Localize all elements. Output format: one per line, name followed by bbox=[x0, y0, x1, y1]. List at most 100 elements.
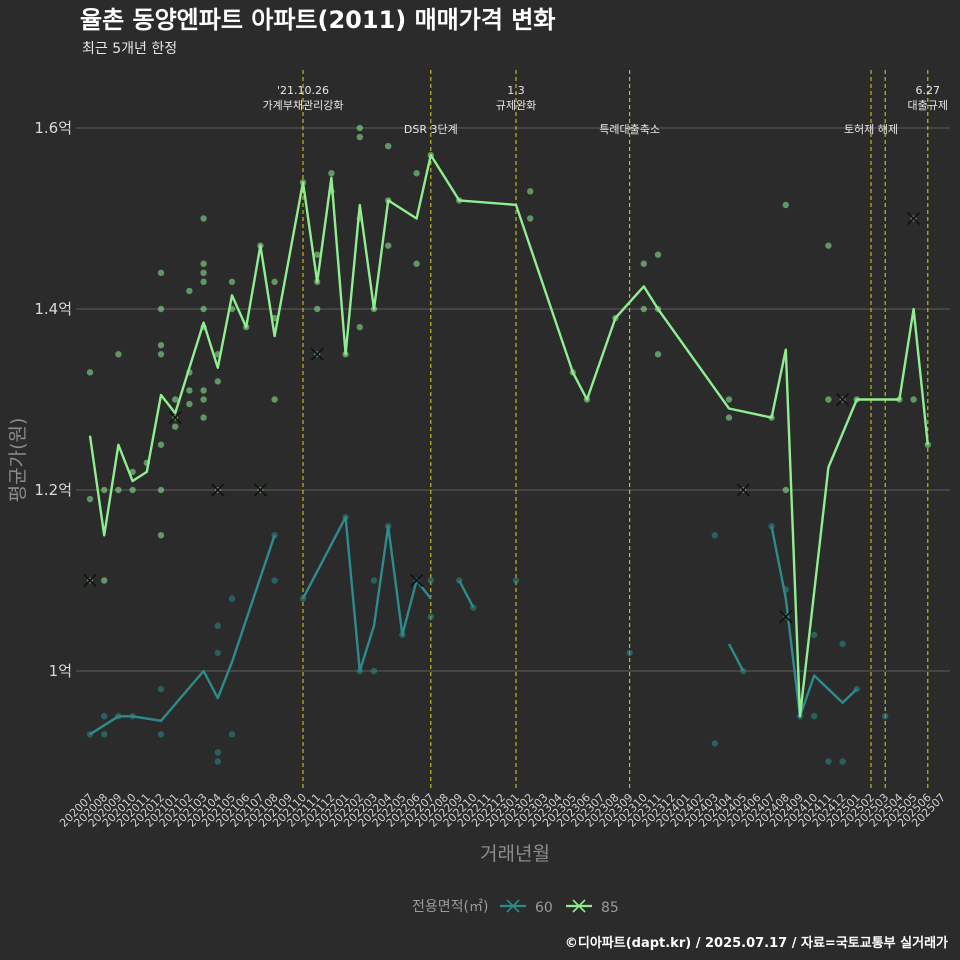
point-60-5 bbox=[157, 685, 165, 693]
point-85-72 bbox=[782, 201, 789, 209]
point-60-37 bbox=[839, 640, 846, 648]
point-60-38 bbox=[839, 758, 846, 765]
point-85-5 bbox=[115, 486, 122, 494]
point-85-18 bbox=[186, 287, 193, 295]
point-60-22 bbox=[427, 577, 434, 584]
point-60-35 bbox=[811, 713, 818, 720]
point-60-1 bbox=[101, 713, 108, 720]
cancel-mark-stroke-b bbox=[211, 483, 225, 497]
point-85-69 bbox=[725, 396, 733, 403]
point-85-11 bbox=[157, 342, 165, 349]
point-85-60 bbox=[527, 215, 534, 222]
legend-x-b-85 bbox=[572, 899, 586, 913]
cancel-mark-stroke-b bbox=[310, 347, 324, 361]
cancel-mark-stroke-b bbox=[907, 211, 921, 226]
point-85-30 bbox=[200, 414, 207, 421]
point-60-40 bbox=[882, 713, 889, 720]
cancel-mark-85-5 bbox=[736, 483, 750, 497]
point-60-27 bbox=[626, 649, 633, 657]
point-85-25 bbox=[200, 278, 207, 286]
cancel-mark-60-0 bbox=[410, 573, 424, 588]
source-caption: ©디아파트(dapt.kr) / 2025.07.17 / 자료=국토교통부 실… bbox=[565, 935, 948, 951]
gridlines bbox=[76, 127, 950, 672]
point-85-54 bbox=[385, 242, 392, 249]
point-85-59 bbox=[527, 188, 534, 195]
point-60-18 bbox=[370, 577, 378, 584]
cancel-mark-stroke-b bbox=[410, 573, 424, 588]
point-85-13 bbox=[157, 441, 165, 448]
point-85-24 bbox=[200, 269, 207, 276]
point-85-0 bbox=[86, 369, 94, 376]
point-85-75 bbox=[825, 396, 832, 403]
event-label-1: DSR 3단계 bbox=[404, 123, 458, 136]
point-60-34 bbox=[811, 631, 818, 638]
point-85-9 bbox=[157, 269, 165, 276]
series-line-60-3 bbox=[727, 643, 745, 672]
point-85-29 bbox=[200, 396, 207, 403]
point-60-8 bbox=[214, 649, 221, 657]
y-tick-label-3: 1.6억 bbox=[34, 119, 72, 137]
cancel-mark-stroke-b bbox=[83, 573, 97, 588]
point-60-11 bbox=[228, 595, 236, 602]
cancel-mark-60-1 bbox=[779, 610, 793, 624]
cancel-mark-85-1 bbox=[168, 411, 182, 425]
cancel-mark-85-4 bbox=[310, 347, 324, 361]
point-85-32 bbox=[214, 378, 221, 385]
cancel-mark-85-2 bbox=[211, 483, 225, 497]
event-label-3: 특례대출축소 bbox=[599, 123, 660, 136]
point-85-26 bbox=[200, 305, 207, 313]
point-85-21 bbox=[186, 400, 193, 408]
cancel-mark-85-6 bbox=[836, 392, 850, 407]
point-85-37 bbox=[271, 278, 278, 286]
point-60-10 bbox=[214, 758, 221, 765]
point-85-6 bbox=[129, 486, 136, 494]
y-axis-ticks: 1억 1.2억 1.4억 1.6억 bbox=[34, 119, 72, 680]
event-label-4: 토허제 해제 bbox=[844, 122, 898, 136]
point-60-19 bbox=[370, 667, 378, 675]
chart-title: 율촌 동양엔파트 아파트(2011) 매매가격 변화 bbox=[80, 6, 555, 34]
point-85-66 bbox=[654, 251, 662, 258]
cancel-mark-85-7 bbox=[907, 211, 921, 226]
point-85-23 bbox=[200, 260, 207, 267]
point-60-23 bbox=[427, 613, 434, 620]
point-85-44 bbox=[328, 170, 335, 177]
point-85-78 bbox=[910, 396, 917, 403]
point-60-7 bbox=[214, 622, 221, 629]
point-85-4 bbox=[115, 351, 122, 358]
point-85-64 bbox=[640, 260, 647, 267]
legend-label-85: 85 bbox=[601, 900, 619, 916]
point-85-39 bbox=[271, 396, 278, 403]
legend-title: 전용면적(㎡) bbox=[412, 899, 488, 915]
series-line-85-0 bbox=[88, 153, 929, 718]
point-60-29 bbox=[711, 740, 718, 747]
point-85-1 bbox=[86, 495, 94, 503]
event-label-6: 6.27 대출규제 bbox=[908, 84, 948, 112]
point-85-28 bbox=[200, 387, 207, 394]
point-85-3 bbox=[101, 577, 108, 584]
point-60-2 bbox=[101, 731, 108, 738]
point-60-36 bbox=[825, 758, 832, 765]
series-line-60-1 bbox=[301, 516, 432, 673]
y-tick-label-2: 1.4억 bbox=[34, 300, 72, 318]
point-60-14 bbox=[271, 577, 278, 584]
point-85-22 bbox=[200, 215, 207, 222]
point-85-50 bbox=[356, 323, 363, 331]
point-85-12 bbox=[157, 351, 165, 358]
y-axis-title: 평균가(원) bbox=[7, 418, 29, 503]
point-85-7 bbox=[129, 468, 136, 476]
point-60-26 bbox=[512, 577, 520, 584]
point-85-16 bbox=[172, 396, 179, 403]
series-lines bbox=[88, 153, 929, 736]
point-60-12 bbox=[228, 731, 236, 738]
y-tick-label-1: 1.2억 bbox=[34, 481, 72, 499]
point-85-56 bbox=[413, 260, 420, 267]
cancel-mark-stroke-b bbox=[168, 411, 182, 425]
cancel-mark-stroke-b bbox=[779, 610, 793, 624]
cancel-mark-stroke-b bbox=[836, 392, 850, 407]
x-axis-title: 거래년월 bbox=[480, 843, 550, 865]
cancel-mark-85-0 bbox=[83, 573, 97, 588]
point-85-52 bbox=[385, 142, 392, 150]
point-85-17 bbox=[172, 423, 179, 430]
